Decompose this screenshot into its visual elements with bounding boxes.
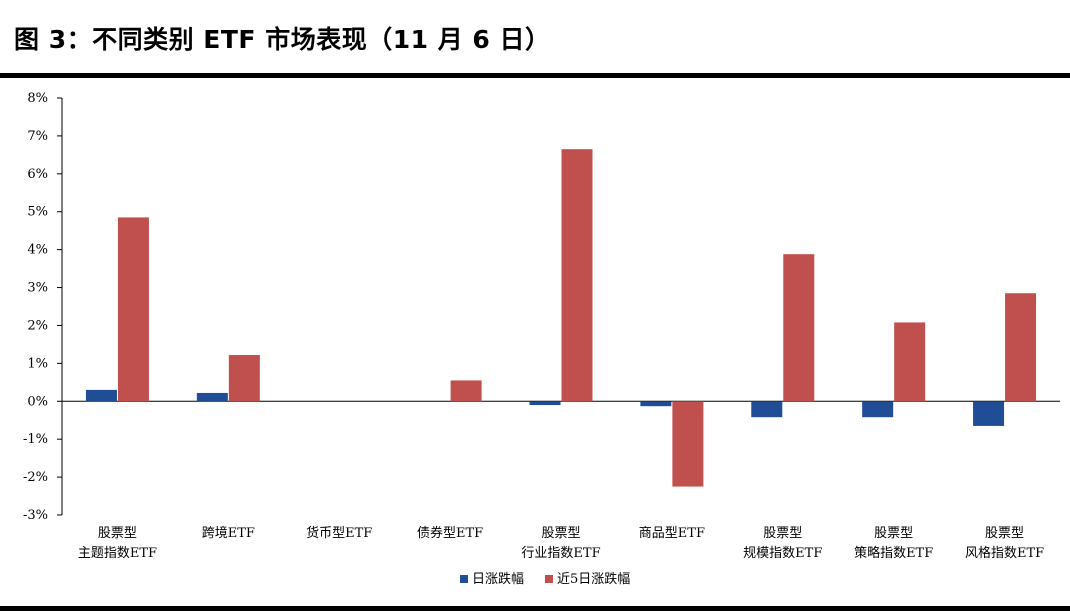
y-tick-label: -2%	[23, 470, 48, 485]
category-label: 主题指数ETF	[78, 546, 157, 561]
legend-label-five-day: 近5日涨跌幅	[557, 571, 630, 587]
bar-five-day	[894, 322, 926, 402]
bar-five-day	[228, 355, 260, 402]
y-tick-label: -3%	[23, 508, 48, 523]
y-tick-label: 4%	[27, 243, 48, 258]
y-tick-label: 7%	[27, 129, 48, 144]
y-tick-label: 2%	[27, 318, 48, 333]
category-label: 股票型	[541, 526, 580, 541]
bar-daily	[529, 401, 561, 406]
bottom-rule	[0, 606, 1070, 611]
bar-five-day	[117, 217, 149, 402]
bar-daily	[751, 401, 783, 418]
bar-daily	[640, 401, 672, 407]
bar-five-day	[1005, 293, 1037, 402]
y-tick-label: 5%	[27, 205, 48, 220]
category-label: 货币型ETF	[306, 525, 372, 541]
category-label: 策略指数ETF	[854, 545, 933, 561]
y-tick-label: -1%	[23, 432, 48, 447]
bar-five-day	[450, 380, 482, 402]
top-rule	[0, 73, 1070, 78]
category-label: 股票型	[874, 526, 913, 541]
chart-title: 图 3：不同类别 ETF 市场表现（11 月 6 日）	[14, 25, 551, 54]
category-label: 跨境ETF	[202, 526, 255, 541]
category-label: 股票型	[98, 526, 137, 541]
bar-daily	[973, 401, 1005, 426]
bar-five-day	[783, 254, 815, 402]
category-label: 股票型	[763, 526, 802, 541]
category-label: 商品型ETF	[639, 526, 705, 541]
bar-daily	[196, 392, 228, 402]
bar-five-day	[672, 401, 704, 487]
y-tick-label: 8%	[27, 91, 48, 106]
bar-daily	[85, 389, 117, 402]
category-label: 规模指数ETF	[743, 546, 822, 561]
legend-label-daily: 日涨跌幅	[472, 571, 524, 587]
bar-daily	[862, 401, 894, 418]
category-label: 行业指数ETF	[521, 546, 600, 561]
category-label: 风格指数ETF	[965, 545, 1044, 561]
category-label: 债券型ETF	[417, 525, 483, 541]
y-tick-label: 6%	[27, 167, 48, 182]
y-tick-label: 0%	[27, 394, 48, 409]
category-label: 股票型	[985, 526, 1024, 541]
y-tick-label: 3%	[27, 281, 48, 296]
y-tick-label: 1%	[27, 356, 48, 371]
legend-swatch-five-day	[545, 575, 553, 583]
legend-swatch-daily	[460, 575, 468, 583]
bar-five-day	[561, 149, 593, 402]
